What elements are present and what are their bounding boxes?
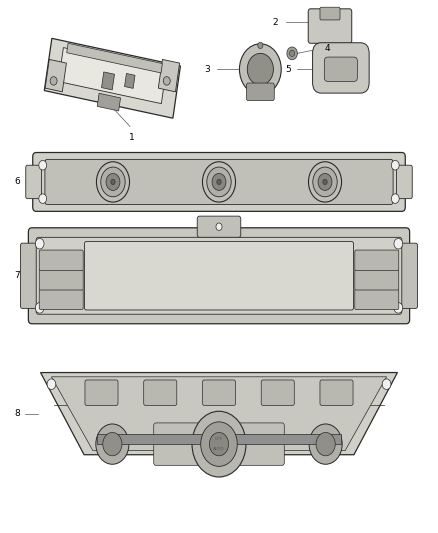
FancyBboxPatch shape [396,165,412,199]
FancyBboxPatch shape [308,9,352,43]
Text: 1: 1 [129,133,135,142]
Text: OFF: OFF [215,437,223,441]
Polygon shape [41,373,397,455]
Circle shape [313,167,337,197]
Polygon shape [97,93,120,111]
FancyBboxPatch shape [355,270,399,290]
FancyBboxPatch shape [85,380,118,406]
Circle shape [202,162,236,202]
FancyBboxPatch shape [202,380,236,406]
Circle shape [318,173,332,190]
Polygon shape [124,74,135,88]
Circle shape [309,424,342,464]
Text: 4: 4 [325,44,330,53]
Polygon shape [45,59,67,92]
Circle shape [287,47,297,60]
FancyBboxPatch shape [154,423,284,465]
FancyBboxPatch shape [261,380,294,406]
Circle shape [290,50,295,56]
Circle shape [96,162,130,202]
Circle shape [308,162,342,202]
Circle shape [207,167,231,197]
FancyBboxPatch shape [39,250,83,271]
Text: 2: 2 [272,18,278,27]
Circle shape [240,44,281,95]
FancyBboxPatch shape [39,270,83,290]
Circle shape [209,432,229,456]
Circle shape [212,173,226,190]
Circle shape [35,303,44,313]
Polygon shape [59,47,166,103]
Circle shape [394,238,403,249]
Circle shape [258,42,263,49]
Text: 7: 7 [14,271,20,280]
Circle shape [394,303,403,313]
Circle shape [39,194,47,204]
FancyBboxPatch shape [197,216,241,237]
Circle shape [101,167,125,197]
Text: 5: 5 [285,64,291,74]
FancyBboxPatch shape [355,289,399,310]
Circle shape [106,173,120,190]
Circle shape [382,379,391,390]
Circle shape [50,77,57,85]
Circle shape [391,160,399,170]
Circle shape [391,194,399,204]
Circle shape [163,77,170,85]
Circle shape [201,422,237,466]
Circle shape [39,160,47,170]
FancyBboxPatch shape [355,250,399,271]
Polygon shape [44,38,180,118]
Circle shape [323,179,327,184]
Circle shape [316,432,335,456]
FancyBboxPatch shape [313,43,369,93]
Circle shape [111,179,115,184]
Polygon shape [102,72,114,90]
Circle shape [216,223,222,230]
Circle shape [35,238,44,249]
FancyBboxPatch shape [85,241,353,310]
Text: 6: 6 [14,177,20,187]
FancyBboxPatch shape [28,228,410,324]
Circle shape [247,53,273,85]
FancyBboxPatch shape [320,7,340,20]
FancyBboxPatch shape [401,243,417,309]
Text: AUTO: AUTO [213,447,225,451]
FancyBboxPatch shape [26,165,42,199]
Polygon shape [51,377,387,450]
FancyBboxPatch shape [320,380,353,406]
Text: 3: 3 [205,64,210,74]
Circle shape [103,432,122,456]
FancyBboxPatch shape [39,289,83,310]
Circle shape [217,179,221,184]
FancyBboxPatch shape [36,237,402,314]
Polygon shape [67,43,162,73]
Polygon shape [97,433,341,444]
FancyBboxPatch shape [247,83,274,101]
Circle shape [192,411,246,477]
FancyBboxPatch shape [21,243,37,309]
FancyBboxPatch shape [324,57,357,82]
FancyBboxPatch shape [144,380,177,406]
Circle shape [96,424,129,464]
Text: 8: 8 [14,409,20,418]
FancyBboxPatch shape [45,159,393,205]
Circle shape [47,379,56,390]
FancyBboxPatch shape [33,152,405,212]
Polygon shape [158,59,180,92]
